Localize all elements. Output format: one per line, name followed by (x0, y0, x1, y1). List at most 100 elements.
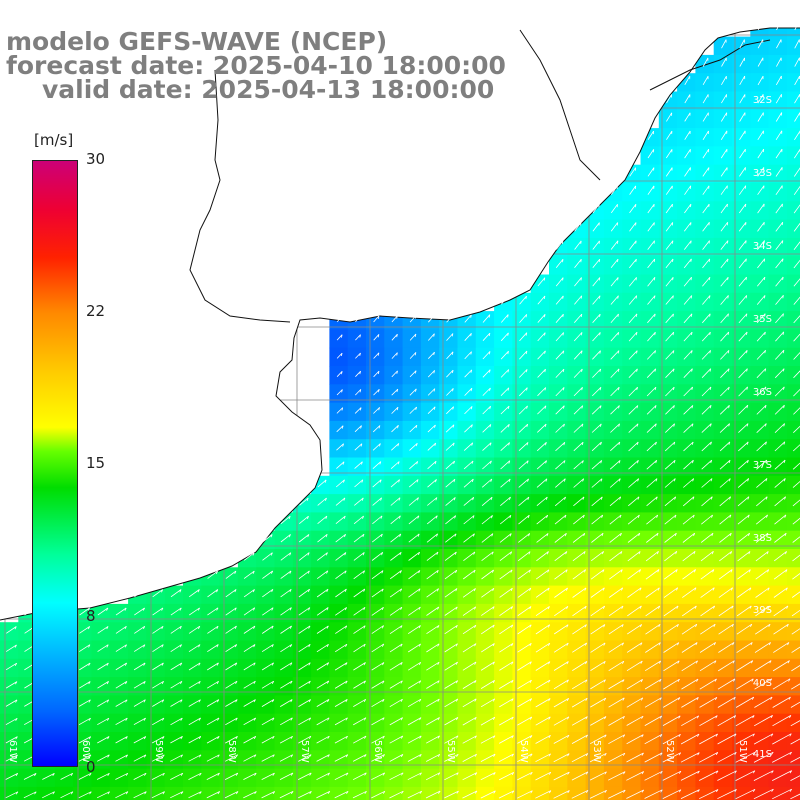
wind-cell (439, 475, 459, 495)
wind-arrow (720, 386, 730, 397)
wind-arrow-head (622, 697, 625, 701)
wind-cell (329, 603, 349, 623)
wind-cell (219, 786, 239, 800)
wind-arrow (60, 791, 74, 799)
wind-cell (768, 677, 788, 696)
wind-arrow-head (252, 570, 255, 574)
wind-arrow (646, 386, 657, 397)
wind-cell (603, 530, 623, 550)
wind-cell (237, 658, 257, 678)
wind-arrow-head (527, 515, 530, 519)
wind-arrow-head (747, 478, 750, 482)
wind-cell (0, 622, 19, 642)
wind-arrow-head (343, 497, 346, 501)
wind-arrow (170, 607, 182, 616)
wind-arrow-head (530, 772, 533, 776)
wind-arrow (717, 660, 735, 672)
wind-arrow-head (566, 606, 569, 610)
wind-cell (201, 658, 221, 678)
wind-arrow (644, 752, 663, 763)
wind-arrow (500, 442, 510, 451)
wind-arrow-head (656, 551, 659, 555)
wind-arrow (279, 754, 293, 762)
wind-arrow (735, 770, 756, 781)
wind-arrow-head (142, 589, 145, 593)
wind-cell (0, 658, 19, 678)
wind-arrow (757, 112, 764, 122)
wind-cell (475, 439, 495, 459)
wind-cell (713, 622, 733, 642)
wind-arrow-head (398, 479, 400, 483)
wind-cell (384, 677, 404, 696)
wind-cell (640, 549, 660, 568)
wind-arrow (188, 754, 202, 762)
wind-cell (457, 567, 477, 587)
wind-arrow (408, 497, 419, 506)
wind-cell (768, 201, 788, 221)
wind-arrow (188, 736, 201, 744)
wind-arrow (464, 369, 472, 378)
wind-arrow (536, 442, 547, 452)
wind-arrow-head (599, 368, 602, 373)
wind-arrow-head (635, 332, 638, 336)
wind-cell (475, 420, 495, 440)
wind-cell (713, 732, 733, 751)
wind-cell (658, 201, 678, 221)
wind-arrow-head (709, 295, 711, 299)
wind-arrow-head (566, 698, 570, 702)
wind-cell (311, 677, 330, 696)
wind-arrow (572, 569, 586, 580)
wind-cell (347, 347, 367, 367)
wind-arrow (647, 313, 656, 324)
wind-arrow-head (767, 587, 770, 591)
wind-arrow (681, 660, 698, 672)
wind-arrow (553, 771, 570, 781)
wind-arrow-head (70, 791, 74, 795)
wind-arrow (663, 642, 680, 653)
wind-arrow-head (511, 624, 514, 628)
wind-arrow-head (471, 460, 474, 464)
wind-arrow (701, 514, 713, 525)
wind-arrow (409, 388, 417, 396)
wind-arrow-head (765, 496, 768, 500)
wind-arrow-head (678, 789, 682, 793)
wind-arrow (699, 696, 718, 708)
wind-arrow (499, 514, 512, 525)
wind-arrow-head (692, 460, 694, 464)
wind-arrow-head (359, 352, 361, 357)
wind-cell (237, 786, 257, 800)
wind-arrow-head (598, 259, 601, 263)
wind-arrow (720, 295, 729, 305)
wind-arrow (133, 736, 146, 744)
wind-arrow (754, 642, 771, 653)
wind-arrow-head (377, 371, 380, 375)
wind-arrow (517, 551, 531, 562)
title-forecast-date: forecast date: 2025-04-10 18:00:00 (6, 51, 506, 80)
wind-cell (311, 512, 330, 532)
wind-arrow-head (326, 644, 329, 648)
wind-cell (658, 622, 678, 642)
wind-arrow (701, 496, 713, 507)
wind-arrow-head (198, 662, 201, 666)
wind-arrow (645, 587, 660, 598)
wind-arrow (628, 478, 639, 488)
wind-cell (768, 786, 788, 800)
wind-cell (603, 402, 623, 422)
wind-cell (567, 329, 587, 349)
wind-arrow-head (731, 624, 734, 627)
wind-arrow (735, 733, 755, 745)
wind-cell (311, 567, 330, 587)
wind-arrow-head (697, 733, 700, 737)
wind-arrow (629, 185, 637, 195)
wind-arrow (665, 185, 673, 195)
wind-arrow (372, 425, 381, 433)
wind-cell (494, 567, 513, 587)
wind-arrow-head (307, 589, 310, 593)
wind-cell (0, 786, 19, 800)
wind-arrow (553, 679, 569, 690)
wind-arrow-head (548, 698, 551, 702)
wind-cell (732, 109, 751, 129)
colorbar-unit: [m/s] (34, 131, 74, 149)
wind-arrow (427, 424, 436, 433)
wind-arrow (773, 569, 788, 580)
